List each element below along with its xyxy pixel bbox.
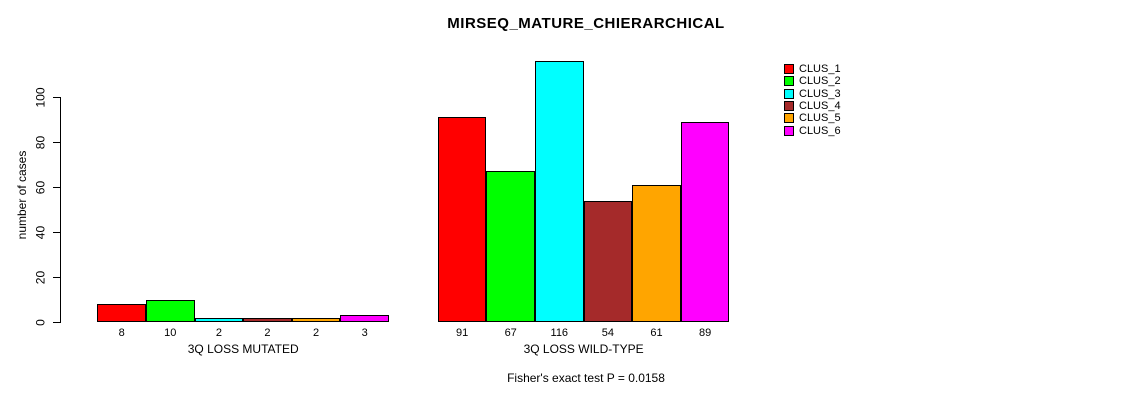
bar-value-label: 8 (118, 327, 125, 339)
bar-clus_6 (340, 315, 389, 322)
legend-item: CLUS_1 (784, 63, 841, 75)
bar-clus_4 (243, 317, 292, 322)
legend-label: CLUS_2 (799, 75, 841, 88)
bar-value-label: 89 (698, 327, 712, 339)
y-tick-label: 40 (33, 225, 48, 239)
legend-item: CLUS_2 (784, 75, 841, 87)
chart-title: MIRSEQ_MATURE_CHIERARCHICAL (447, 15, 725, 32)
legend-item: CLUS_4 (784, 100, 841, 112)
y-tick-mark (53, 141, 61, 143)
bar-value-label: 2 (264, 327, 271, 339)
legend-item: CLUS_5 (784, 112, 841, 124)
legend-label: CLUS_4 (799, 100, 841, 113)
y-axis-label: number of cases (15, 150, 29, 240)
y-tick-label: 80 (33, 135, 48, 149)
y-tick-mark (53, 276, 61, 278)
legend-label: CLUS_1 (799, 63, 841, 76)
legend-swatch (784, 125, 794, 136)
legend-swatch (784, 76, 794, 87)
bar-value-label: 67 (504, 327, 517, 339)
bar-clus_6 (680, 121, 730, 322)
bar-clus_3 (194, 317, 244, 322)
legend-swatch (784, 88, 794, 99)
legend-label: CLUS_6 (799, 124, 841, 137)
legend-swatch (784, 113, 794, 124)
legend-item: CLUS_6 (784, 124, 841, 137)
group-label: 3Q LOSS WILD-TYPE (523, 342, 644, 356)
bar-value-label: 61 (650, 327, 663, 339)
y-tick-label: 0 (33, 318, 48, 326)
bar-value-label: 91 (455, 327, 469, 339)
group-label: 3Q LOSS MUTATED (187, 342, 299, 356)
legend-label: CLUS_5 (799, 112, 841, 125)
legend-swatch (784, 64, 794, 75)
bar-value-label: 116 (550, 327, 569, 339)
bar-clus_3 (535, 61, 584, 322)
legend-item: CLUS_3 (784, 88, 841, 100)
bar-clus_1 (97, 304, 146, 322)
y-tick-mark (53, 321, 61, 323)
bar-clus_5 (632, 184, 681, 322)
bar-clus_5 (291, 317, 341, 322)
y-axis-line (60, 97, 61, 323)
bar-value-label: 54 (601, 327, 615, 339)
y-tick-mark (53, 186, 61, 188)
y-tick-label: 60 (33, 180, 48, 194)
bar-clus_4 (583, 200, 633, 322)
legend: CLUS_1 CLUS_2 CLUS_3 CLUS_4 CLUS_5 CLUS_6 (784, 63, 841, 137)
y-tick-label: 100 (33, 86, 48, 108)
bar-clus_2 (146, 299, 195, 322)
y-tick-mark (53, 96, 61, 98)
y-tick-label: 20 (33, 270, 48, 284)
bar-clus_1 (437, 117, 487, 322)
bar-value-label: 2 (215, 327, 222, 339)
bar-clus_2 (486, 171, 535, 322)
y-tick-mark (53, 231, 61, 233)
legend-swatch (784, 101, 794, 112)
legend-label: CLUS_3 (799, 87, 841, 100)
bar-value-label: 10 (164, 327, 177, 339)
bar-value-label: 3 (361, 327, 368, 339)
fisher-test-note: Fisher's exact test P = 0.0158 (507, 371, 665, 385)
bar-value-label: 2 (313, 327, 320, 339)
